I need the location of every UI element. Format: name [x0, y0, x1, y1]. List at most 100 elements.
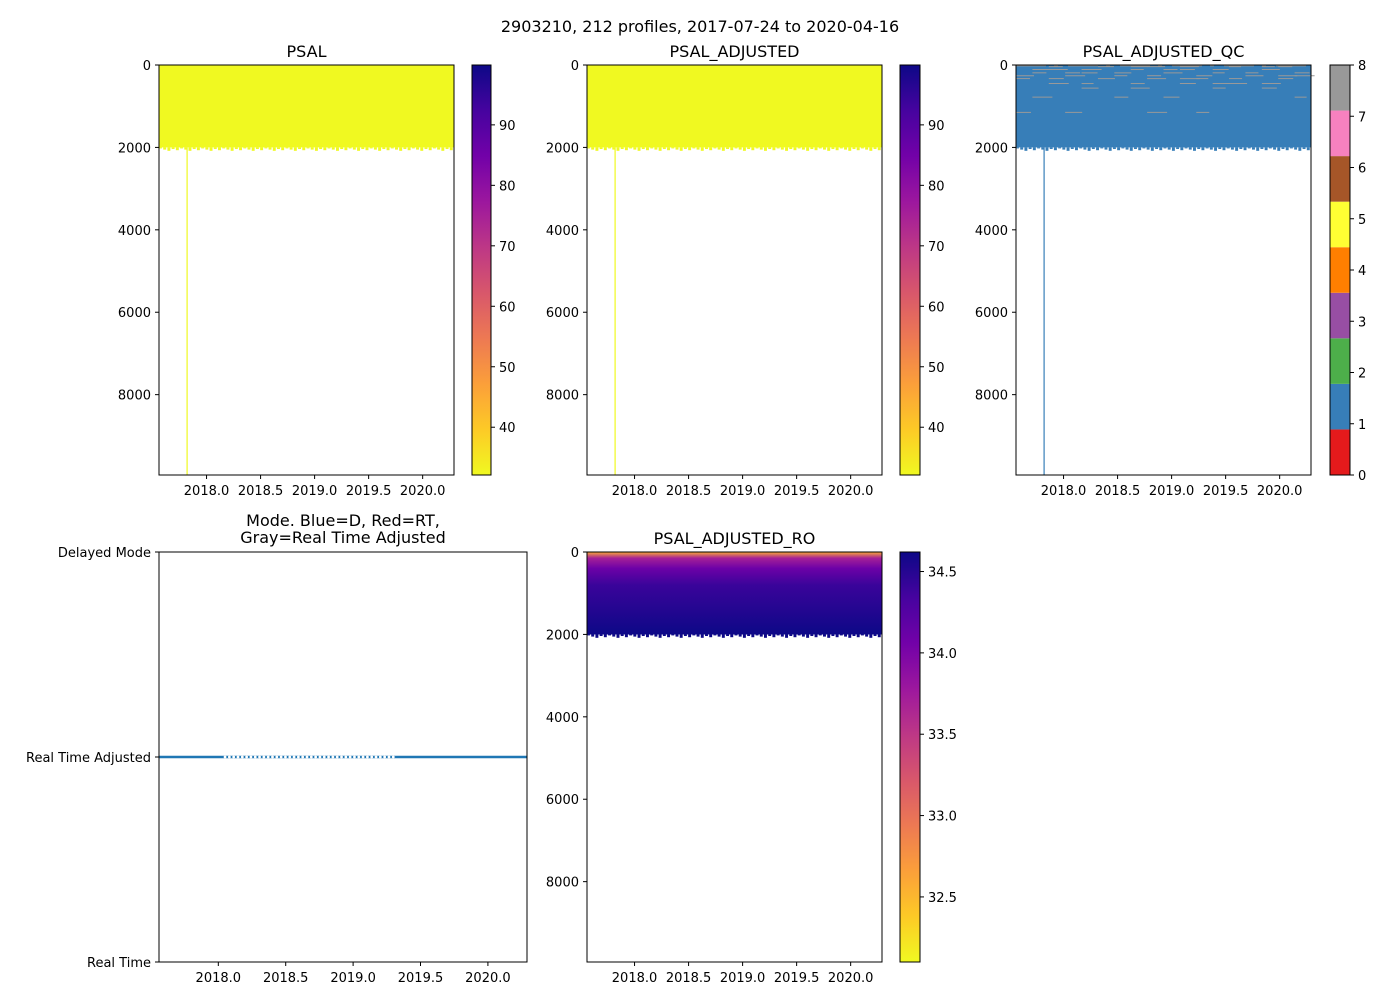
profile-bottom-edge — [641, 634, 645, 637]
x-tick-label: 2019.0 — [720, 484, 766, 499]
profile-bottom-edge — [293, 147, 297, 151]
profile-bottom-edge — [420, 147, 424, 151]
x-tick-label: 2018.5 — [666, 484, 712, 499]
profile-bottom-edge — [1201, 147, 1205, 151]
y-tick-label: 2000 — [546, 628, 579, 643]
profile-bottom-edge — [1146, 147, 1150, 150]
profile-bottom-edge — [255, 147, 259, 150]
profile-bottom-edge — [1138, 147, 1142, 151]
profile-bottom-edge — [230, 147, 234, 151]
colorbar-tick-label: 1 — [1358, 418, 1366, 433]
profile-bottom-edge — [814, 634, 818, 638]
profile-bottom-edge — [624, 634, 628, 638]
profile-bottom-edge — [806, 147, 810, 151]
profile-bottom-edge — [357, 147, 361, 151]
profile-bottom-edge — [180, 147, 184, 149]
mode-point-gap — [357, 755, 361, 759]
y-tick-label: 8000 — [118, 389, 151, 404]
profile-bottom-edge — [844, 147, 848, 150]
salinity-field — [159, 65, 454, 148]
profile-bottom-edge — [1155, 147, 1159, 150]
profile-bottom-edge — [734, 634, 738, 636]
x-tick-label: 2020.0 — [465, 971, 511, 986]
profile-bottom-edge — [730, 147, 734, 151]
profile-bottom-edge — [869, 634, 873, 638]
profile-bottom-edge — [382, 147, 386, 150]
profile-bottom-edge — [717, 147, 721, 150]
profile-bottom-edge — [860, 634, 864, 636]
profile-bottom-edge — [1230, 147, 1234, 150]
profile-bottom-edge — [810, 147, 814, 150]
profile-bottom-edge — [289, 147, 293, 150]
panel-title: PSAL — [287, 42, 327, 61]
profile-bottom-edge — [1117, 147, 1121, 151]
mode-point-gap — [344, 755, 348, 759]
colorbar-tick-label: 34.5 — [928, 566, 957, 581]
profile-bottom-edge — [764, 147, 767, 151]
mode-point-gap — [340, 755, 343, 759]
profile-bottom-edge — [785, 634, 789, 638]
profile-bottom-edge — [1121, 147, 1125, 149]
profile-bottom-edge — [780, 634, 784, 637]
profile-bottom-edge — [696, 634, 700, 637]
profile-bottom-edge — [612, 147, 616, 150]
profile-bottom-edge — [865, 147, 869, 150]
profile-bottom-edge — [1129, 147, 1133, 151]
profile-bottom-edge — [869, 147, 873, 151]
x-tick-label: 2019.5 — [1203, 484, 1249, 499]
profile-bottom-edge — [620, 634, 624, 637]
profile-bottom-edge — [755, 634, 759, 636]
y-tick-label: 4000 — [118, 224, 151, 239]
mode-point-gap — [292, 755, 296, 759]
profile-bottom-edge — [226, 147, 230, 150]
profile-bottom-edge — [1289, 147, 1293, 149]
profile-bottom-edge — [671, 147, 675, 149]
profile-bottom-edge — [603, 147, 607, 151]
profile-bottom-edge — [171, 147, 175, 150]
profile-bottom-edge — [852, 147, 856, 150]
mode-point-gap — [378, 755, 382, 759]
profile-bottom-edge — [705, 634, 708, 637]
profile-bottom-edge — [184, 147, 188, 150]
mode-point-gap — [387, 755, 391, 759]
profile-bottom-edge — [633, 634, 637, 637]
panel-psal_adjusted: 40 50 60 70 80 90 2018.0 2018.5 2019.0 2019.5 2020… — [546, 42, 945, 499]
profile-bottom-edge — [768, 634, 772, 637]
profile-bottom-edge — [1214, 147, 1218, 151]
profile-bottom-edge — [747, 147, 751, 150]
y-tick-label: 4000 — [975, 224, 1008, 239]
profile-bottom-edge — [1028, 147, 1032, 150]
y-tick-label: 0 — [1000, 59, 1008, 74]
profile-bottom-edge — [738, 634, 742, 637]
y-tick-label: 2000 — [546, 141, 579, 156]
figure-title: 2903210, 212 profiles, 2017-07-24 to 202… — [501, 17, 899, 36]
profile-bottom-edge — [268, 147, 272, 150]
profile-bottom-edge — [713, 147, 717, 149]
qc-flag-field — [1016, 65, 1311, 148]
qc-colorbar-segment — [1330, 201, 1350, 248]
profile-bottom-edge — [399, 147, 403, 151]
profile-bottom-edge — [1294, 147, 1298, 150]
profile-bottom-edge — [658, 147, 662, 151]
profile-bottom-edge — [616, 634, 620, 638]
profile-bottom-edge — [835, 147, 839, 151]
mode-point-gap — [331, 755, 335, 759]
profile-bottom-edge — [218, 147, 221, 151]
profile-bottom-edge — [700, 634, 704, 638]
profile-bottom-edge — [1112, 147, 1116, 150]
profile-bottom-edge — [717, 634, 721, 637]
profile-bottom-edge — [823, 147, 826, 150]
profile-bottom-edge — [336, 147, 339, 151]
profile-bottom-edge — [1075, 147, 1078, 151]
colorbar-tick-label: 60 — [499, 300, 516, 315]
profile-bottom-edge — [1235, 147, 1239, 151]
panel-psal_adjusted_qc: 0 1 2 3 4 5 6 7 8 2018.0 2018.5 2019.0 2019.5 2020.0 0… — [975, 42, 1366, 499]
profile-bottom-edge — [1087, 147, 1091, 151]
profile-bottom-edge — [810, 634, 814, 637]
panel-title: PSAL_ADJUSTED — [669, 42, 799, 62]
profile-bottom-edge — [352, 147, 356, 150]
profile-bottom-edge — [323, 147, 327, 151]
qc-colorbar-segment — [1330, 292, 1350, 339]
profile-bottom-edge — [818, 147, 822, 149]
colorbar-tick-label: 33.0 — [928, 810, 957, 825]
